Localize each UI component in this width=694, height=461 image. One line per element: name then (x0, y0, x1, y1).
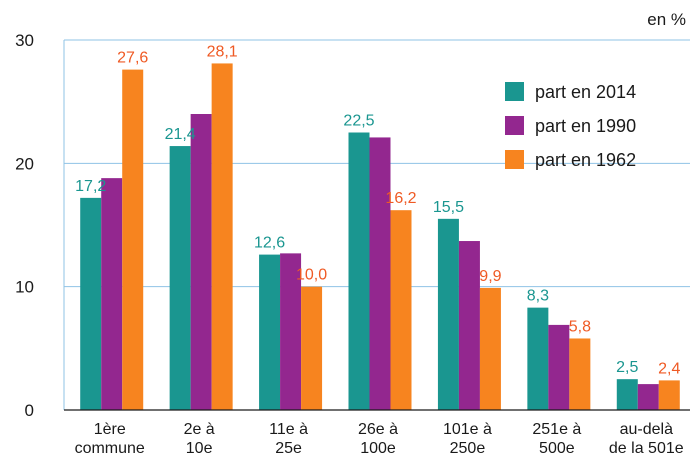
legend-label: part en 2014 (535, 82, 636, 102)
data-label: 17,2 (75, 178, 106, 195)
x-tick-label: 251e à (532, 421, 581, 438)
x-tick-label: 2e à (184, 421, 215, 438)
data-label: 5,8 (569, 318, 591, 335)
data-label: 28,1 (207, 43, 238, 60)
legend-swatch (505, 82, 524, 101)
y-tick-label: 10 (15, 278, 34, 297)
x-tick-label: 100e (360, 440, 396, 457)
bars (80, 63, 680, 411)
bar-part-en-2014 (348, 132, 370, 410)
x-tick-label: 1ère (94, 421, 126, 438)
bar-part-en-2014 (169, 146, 191, 411)
x-tick-label: 250e (450, 440, 486, 457)
bar-part-en-2014 (527, 307, 549, 410)
bar-part-en-1990 (548, 324, 570, 410)
x-axis-labels: 1ère commune 2e à 10e 11e à 25e 26e à 100e 101e … (75, 421, 684, 457)
bar-part-en-1962 (211, 63, 233, 410)
x-tick-label: au-delà (620, 421, 673, 438)
x-tick-label: de la 501e (609, 440, 684, 457)
legend-swatch (505, 150, 524, 169)
data-label: 2,5 (616, 359, 638, 376)
bar-part-en-1962 (569, 338, 591, 410)
bar-part-en-1962 (301, 286, 323, 410)
x-tick-label: 101e à (443, 421, 492, 438)
legend: part en 2014 part en 1990 part en 1962 (505, 82, 636, 170)
x-tick-label: 500e (539, 440, 575, 457)
data-label: 9,9 (479, 268, 501, 285)
x-tick-label: 11e à (269, 421, 308, 438)
unit-label: en % (647, 10, 686, 29)
bar-part-en-1990 (280, 253, 302, 410)
bar-part-en-2014 (80, 197, 102, 410)
data-label: 22,5 (343, 113, 374, 130)
legend-label: part en 1990 (535, 116, 636, 136)
bar-part-en-2014 (616, 379, 638, 410)
data-label: 12,6 (254, 235, 285, 252)
data-label: 10,0 (296, 267, 327, 284)
data-label: 16,2 (385, 190, 416, 207)
bar-part-en-1990 (369, 137, 391, 410)
data-label: 21,4 (165, 126, 196, 143)
bar-part-en-1990 (190, 114, 212, 410)
data-labels: 17,2 27,6 21,4 28,1 12,6 10,0 22,5 16,2 15,5 9,9 8… (75, 43, 680, 377)
bar-part-en-2014 (259, 254, 281, 410)
y-tick-label: 20 (15, 154, 34, 173)
bar-part-en-1962 (390, 210, 412, 410)
bar-part-en-1962 (658, 380, 680, 410)
legend-swatch (505, 116, 524, 135)
bar-part-en-1962 (479, 287, 501, 410)
y-tick-label: 30 (15, 31, 34, 50)
y-axis-ticks: 0 10 20 30 (15, 31, 34, 420)
y-tick-label: 0 (25, 401, 34, 420)
legend-label: part en 1962 (535, 150, 636, 170)
x-tick-label: 25e (275, 440, 302, 457)
x-tick-label: 26e à (358, 421, 398, 438)
data-label: 2,4 (658, 360, 680, 377)
x-tick-label: 10e (186, 440, 213, 457)
data-label: 8,3 (527, 288, 549, 305)
data-label: 15,5 (433, 199, 464, 216)
x-tick-label: commune (75, 440, 145, 457)
bar-part-en-1990 (101, 178, 123, 410)
data-label: 27,6 (117, 50, 148, 67)
bar-part-en-1962 (122, 69, 144, 410)
bar-part-en-1990 (458, 241, 480, 410)
bar-part-en-2014 (437, 218, 459, 410)
bar-part-en-1990 (637, 384, 659, 410)
